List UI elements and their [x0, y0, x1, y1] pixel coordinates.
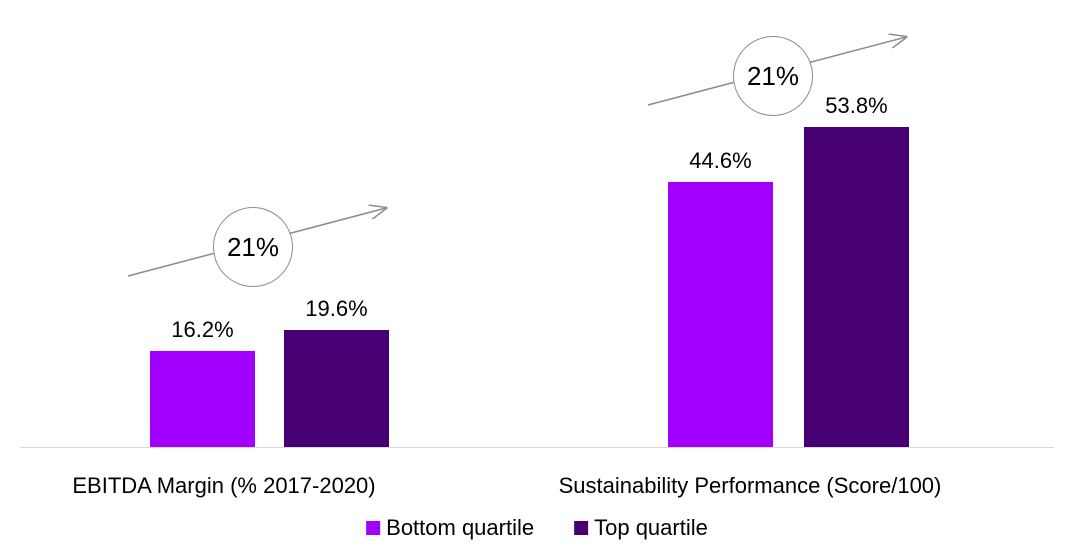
- growth-callout-badge: 21%: [733, 36, 813, 116]
- legend-item: Bottom quartile: [366, 515, 534, 541]
- growth-callout-text: 21%: [747, 61, 799, 92]
- legend: Bottom quartile Top quartile: [366, 515, 708, 541]
- legend-label: Bottom quartile: [386, 515, 534, 541]
- legend-item: Top quartile: [574, 515, 708, 541]
- growth-arrow: [0, 0, 1074, 547]
- legend-swatch: [366, 521, 380, 535]
- legend-label: Top quartile: [594, 515, 708, 541]
- quartile-bar-chart: 16.2%19.6%44.6%53.8% EBITDA Margin (% 20…: [0, 0, 1074, 547]
- legend-swatch: [574, 521, 588, 535]
